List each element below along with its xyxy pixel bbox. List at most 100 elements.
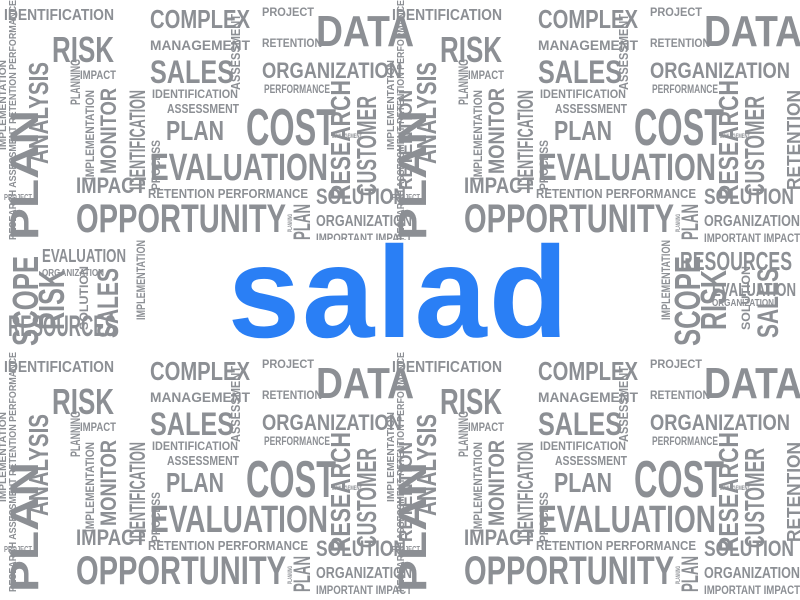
cloud-word: IMPORTANT IMPACT [316, 583, 413, 597]
cloud-word: MANAGEMENT [150, 37, 250, 53]
cloud-word: IDENTIFICATION [540, 87, 626, 101]
cloud-word: IMPACT [464, 525, 534, 550]
cloud-word: RISK [31, 270, 72, 330]
cloud-word: MANAGEMENT [720, 134, 750, 140]
cloud-word: ORGANIZATION [704, 565, 800, 582]
cloud-word: RISK [440, 29, 502, 70]
cloud-word: RETENTION [784, 90, 800, 190]
cloud-word: PLAN [3, 462, 47, 592]
cloud-word: SALES [150, 54, 234, 90]
cloud-word: RETENTION PERFORMANCE [536, 186, 696, 201]
cloud-word: PROCESS [537, 140, 551, 190]
cloud-word: PLAN [554, 115, 612, 146]
cloud-word: PLANNING [455, 59, 471, 105]
center-word-banner: salad [146, 227, 652, 357]
cloud-word: PERFORMANCE [264, 434, 330, 448]
cloud-word: RESEARCH ASSESSMENT RETENTION PERFORMANC… [396, 0, 407, 240]
cloud-word: ASSESSMENT [167, 101, 239, 116]
cloud-word: EVALUATION [150, 499, 328, 541]
cloud-word: COMPLEX [538, 356, 639, 386]
cloud-word: RETENTION [396, 90, 416, 190]
cloud-word: MANAGEMENT [538, 37, 638, 53]
cloud-word: ORGANIZATION [316, 213, 412, 230]
cloud-word: IDENTIFICATION [392, 359, 502, 376]
cloud-word: MANAGEMENT [720, 486, 750, 492]
cloud-word: IDENTIFICATION [513, 442, 538, 542]
cloud-word: SALES [538, 406, 622, 442]
cloud-word: COMPLEX [150, 4, 251, 34]
cloud-word: PERFORMANCE [652, 82, 718, 96]
cloud-word: PLAN [3, 110, 47, 240]
cloud-word: DATA [704, 359, 800, 408]
cloud-word: ORGANIZATION [262, 58, 402, 83]
cloud-word: IDENTIFICATION [4, 359, 114, 376]
cloud-word: PROJECT [262, 5, 315, 19]
cloud-word: EVALUATION [538, 147, 716, 189]
cloud-word: PLANNING [288, 214, 294, 232]
cloud-word: PROJECT [650, 5, 703, 19]
cloud-word: ANALYSIS [23, 414, 54, 516]
cloud-word: RETENTION PERFORMANCE [536, 538, 696, 553]
cloud-word: MANAGEMENT [332, 134, 362, 140]
cloud-word: ORGANIZATION [712, 298, 774, 309]
cloud-word: EVALUATION [150, 147, 328, 189]
cloud-word: IMPACT [76, 173, 146, 198]
cloud-word: CUSTOMER [351, 448, 382, 548]
cloud-word: IMPLEMENTATION [386, 60, 397, 150]
cloud-word: IMPLEMENTATION [386, 412, 397, 502]
cloud-word: OPPORTUNITY [464, 197, 674, 241]
cloud-word: IMPLEMENTATION [0, 412, 9, 502]
cloud-word: PLAN [166, 467, 224, 498]
cloud-word: IMPLEMENTATION [83, 442, 97, 532]
cloud-word: RESEARCH [325, 80, 356, 200]
cloud-word: RETENTION [650, 388, 710, 402]
cloud-word: IDENTIFICATION [540, 439, 626, 453]
cloud-word: PLAN [677, 204, 704, 240]
cloud-word: PLAN [554, 467, 612, 498]
cloud-word: RETENTION [262, 36, 322, 50]
cloud-word: RETENTION [650, 36, 710, 50]
cloud-word: ASSESSMENT [616, 14, 631, 90]
cloud-word: IMPLEMENTATION [659, 240, 673, 320]
cloud-word: PLAN [391, 110, 435, 240]
cloud-word: SALES [752, 268, 785, 338]
cloud-word: IMPLEMENTATION [83, 90, 97, 180]
cloud-word: PERFORMANCE [652, 434, 718, 448]
cloud-word: ORGANIZATION [262, 410, 402, 435]
cloud-word: PLAN [289, 556, 316, 592]
cloud-word: IDENTIFICATION [152, 439, 238, 453]
cloud-word: CUSTOMER [351, 96, 382, 196]
cloud-word: PLAN [166, 115, 224, 146]
cloud-word: COST [634, 99, 724, 157]
cloud-word: PLAN [289, 204, 316, 240]
cloud-word: CUSTOMER [739, 96, 770, 196]
cloud-word: RESEARCH ASSESSMENT RETENTION PERFORMANC… [8, 352, 19, 592]
cloud-word: PLANNING [676, 566, 682, 584]
cloud-word: PLANNING [455, 411, 471, 457]
cloud-word: ASSESSMENT [228, 366, 243, 442]
cloud-word: ASSESSMENT [616, 366, 631, 442]
cloud-word: IMPACT [468, 420, 505, 434]
cloud-word: IDENTIFICATION [152, 87, 238, 101]
cloud-word: MANAGEMENT [150, 389, 250, 405]
cloud-word: IDENTIFICATION [125, 442, 150, 542]
cloud-word: RISK [693, 270, 734, 330]
cloud-word: MONITOR [96, 88, 121, 174]
cloud-word: DATA [316, 7, 414, 56]
cloud-word: PROJECT [392, 545, 420, 554]
cloud-word: IMPLEMENTATION [471, 90, 485, 180]
cloud-word: SOLUTION [704, 536, 794, 561]
cloud-word: RESOURCES [8, 310, 116, 343]
cloud-word: PROJECT [650, 357, 703, 371]
cloud-word: EVALUATION [538, 499, 716, 541]
cloud-word: RETENTION PERFORMANCE [148, 186, 308, 201]
cloud-word: RISK [440, 381, 502, 422]
cloud-word: SALES [150, 406, 234, 442]
cloud-word: ORGANIZATION [316, 565, 412, 582]
cloud-word: PLANNING [67, 411, 83, 457]
cloud-word: MONITOR [484, 440, 509, 526]
